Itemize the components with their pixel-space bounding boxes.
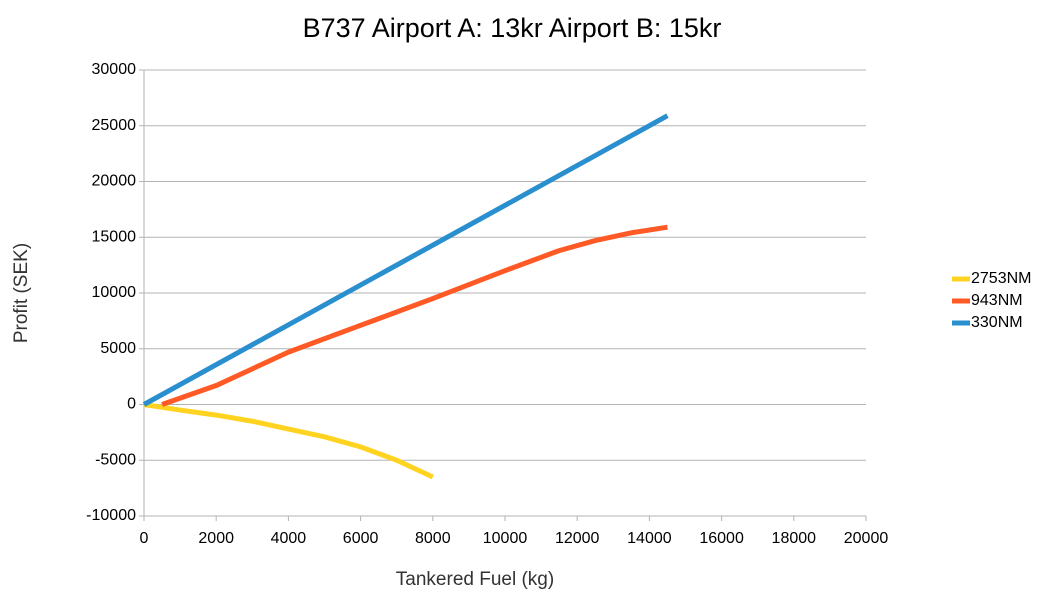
y-tick-label: 10000 — [92, 284, 137, 301]
x-tick-label: 16000 — [699, 530, 744, 547]
x-tick-label: 8000 — [415, 530, 451, 547]
y-tick-label: -5000 — [95, 451, 136, 468]
x-tick-label: 6000 — [343, 530, 379, 547]
y-tick-label: 0 — [127, 396, 136, 413]
series-line — [142, 113, 669, 407]
x-tick-label: 14000 — [627, 530, 672, 547]
y-tick-label: -10000 — [86, 507, 136, 524]
x-tick-label: 4000 — [271, 530, 307, 547]
y-tick-label: 15000 — [92, 228, 137, 245]
x-axis-label: Tankered Fuel (kg) — [396, 569, 554, 590]
x-tick-label: 18000 — [772, 530, 817, 547]
legend-label: 943NM — [971, 292, 1023, 309]
y-axis-label: Profit (SEK) — [11, 243, 32, 343]
series-line — [161, 224, 668, 407]
legend-label: 2753NM — [971, 270, 1031, 287]
x-tick-label: 12000 — [555, 530, 600, 547]
y-tick-label: 20000 — [92, 173, 137, 190]
x-tick-label: 0 — [140, 530, 149, 547]
y-tick-label: 30000 — [92, 61, 137, 78]
x-tick-label: 10000 — [483, 530, 528, 547]
y-tick-label: 25000 — [92, 117, 137, 134]
series-line — [143, 402, 434, 480]
y-tick-label: 5000 — [100, 340, 136, 357]
chart-title: B737 Airport A: 13kr Airport B: 15kr — [303, 13, 722, 43]
x-tick-label: 2000 — [198, 530, 234, 547]
legend-label: 330NM — [971, 314, 1023, 331]
x-tick-label: 20000 — [844, 530, 889, 547]
